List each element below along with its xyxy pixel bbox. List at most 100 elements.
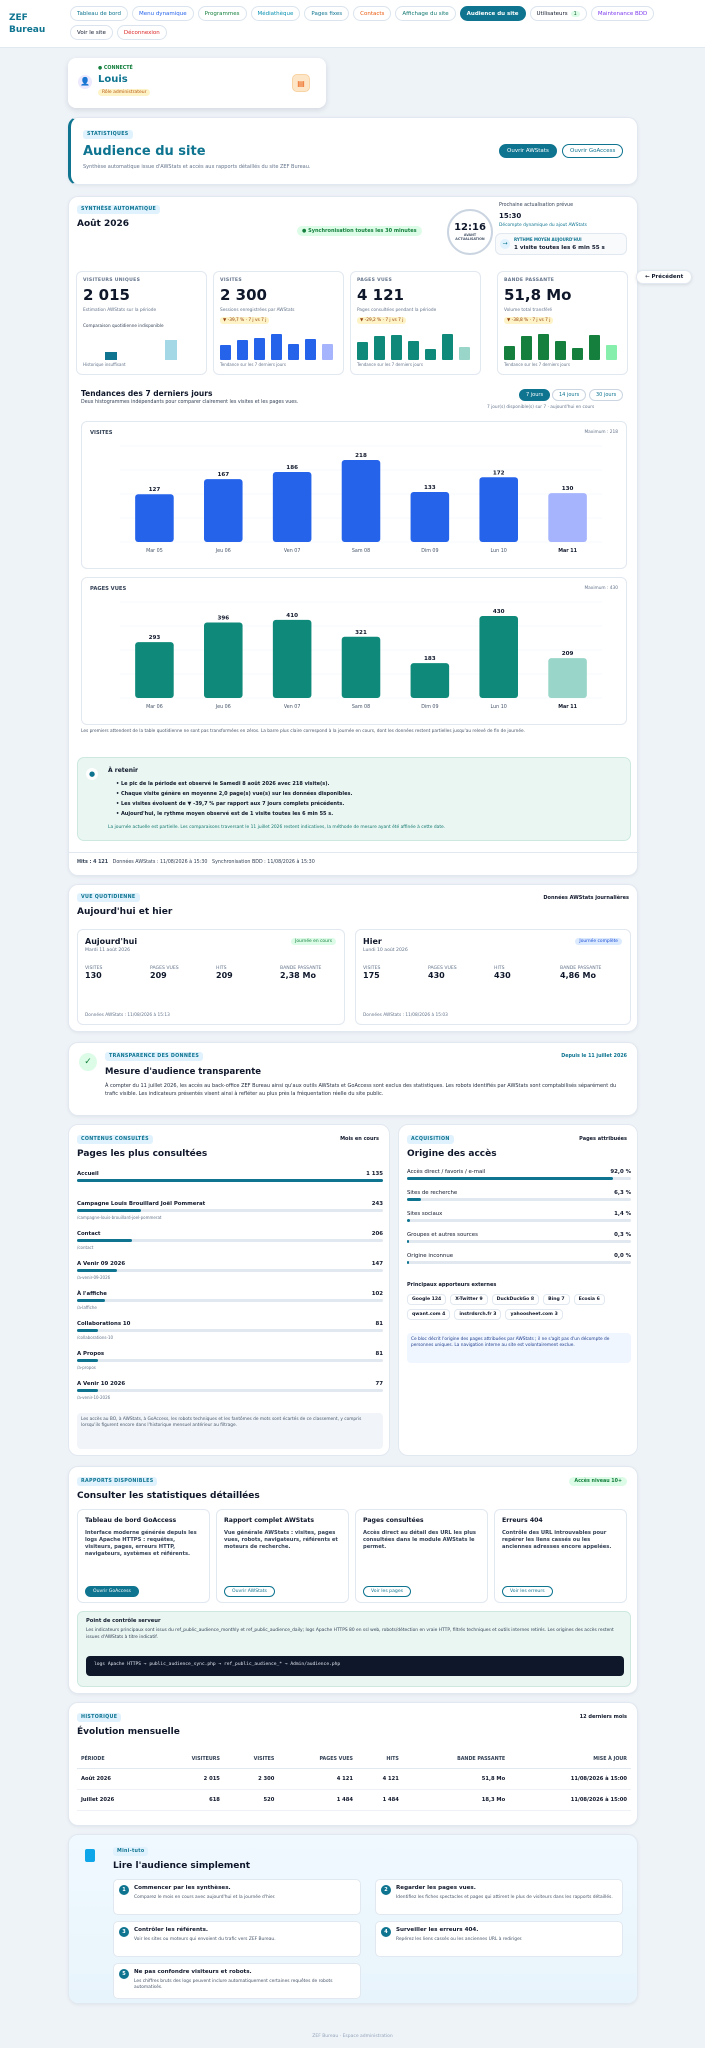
info-icon: ● (86, 768, 98, 780)
top-page-row[interactable]: Collaborations 10 81/collaborations-10 (77, 1321, 383, 1340)
history-panel: HISTORIQUE 12 derniers mois Évolution me… (68, 1702, 638, 1826)
nav-item[interactable]: Voir le site (70, 25, 113, 40)
next-update-sub: Décompte dynamique du ajout AWStats (499, 223, 587, 228)
history-cell: 618 (155, 1789, 224, 1811)
nav-item-label: Menu dynamique (138, 10, 187, 17)
top-page-row[interactable]: A Propos 81/a-propos (77, 1351, 383, 1370)
top-page-bar (77, 1359, 383, 1362)
nav-item[interactable]: Déconnexion (116, 25, 167, 40)
top-page-bar-fill (77, 1299, 105, 1302)
top-page-bar (77, 1269, 383, 1272)
top-page-bar-fill (77, 1389, 99, 1392)
sparkbar (237, 340, 248, 360)
nav-item[interactable]: Audience du site (459, 6, 526, 21)
origin-label: Accès direct / favoris / e-mail (407, 1169, 486, 1175)
origin-bar (407, 1261, 631, 1264)
nav-item[interactable]: Menu dynamique (131, 6, 194, 21)
referrer-chip: X-Twitter 9 (450, 1294, 488, 1305)
top-page-label: A Venir 09 2026 (77, 1261, 126, 1267)
top-page-url: /collaborations-10 (77, 1335, 114, 1340)
top-page-row[interactable]: A Venir 10 2026 77/a-venir-10-2026 (77, 1381, 383, 1400)
chart-category-label: Ven 07 (284, 548, 301, 554)
sparkbar (606, 345, 617, 360)
report-card: Erreurs 404 Contrôle des URL introuvables… (494, 1509, 627, 1603)
top-page-row[interactable]: Campagne Louis Brouillard Joël Pommerat 2… (77, 1201, 383, 1220)
open-goaccess-button[interactable]: Ouvrir GoAccess (562, 144, 624, 158)
brand-logo[interactable]: ZEF Bureau (9, 13, 46, 35)
report-card-title: Pages consultées (363, 1517, 424, 1524)
origin-label: Groupes et autres sources (407, 1232, 478, 1238)
chart-bar (272, 472, 312, 542)
report-card: Pages consultées Accès direct au détail d… (355, 1509, 488, 1603)
trends-footnote: Les premiers attendent de la table quoti… (81, 729, 526, 734)
origin-row: Accès direct / favoris / e-mail 92,0 % (407, 1169, 631, 1183)
history-cell: 2 300 (223, 1768, 279, 1790)
top-page-count: 206 (371, 1231, 383, 1237)
daily-kicker: VUE QUOTIDIENNE (77, 893, 140, 902)
chart-value-label: 127 (149, 487, 161, 493)
step-number: 1 (119, 1885, 129, 1895)
visitors-mini-bar (105, 352, 117, 360)
nav-item-label: Voir le site (77, 29, 106, 36)
chart-category-label: Ven 07 (284, 704, 301, 710)
tab-14-days[interactable]: 14 jours (552, 389, 587, 401)
top-page-bar-fill (77, 1329, 99, 1332)
chart-category-label: Mar 06 (146, 704, 163, 710)
top-page-count: 81 (375, 1351, 383, 1357)
nav-item[interactable]: Pages fixes (304, 6, 350, 21)
rhythm-box: → RYTHME MOYEN AUJOURD'HUI 1 visite tout… (495, 233, 627, 255)
top-page-label: Collaborations 10 (77, 1321, 131, 1327)
nav-item[interactable]: Tableau de bord (70, 6, 128, 21)
top-page-row[interactable]: A Venir 09 2026 147/a-venir-09-2026 (77, 1261, 383, 1280)
history-table: PÉRIODE VISITEURS VISITES PAGES VUES HITS BAN… (77, 1751, 631, 1811)
origin-value: 1,4 % (614, 1211, 631, 1217)
nav-item[interactable]: Utilisateurs 1 (529, 6, 587, 21)
history-header-cell: PAGES VUES (278, 1751, 357, 1769)
report-card-button[interactable]: Voir les erreurs (502, 1586, 553, 1597)
report-card-button[interactable]: Ouvrir AWStats (224, 1586, 275, 1597)
nav-item-label: Tableau de bord (77, 10, 121, 17)
nav-item[interactable]: Contacts (353, 6, 392, 21)
top-page-row[interactable]: Accueil 1 135 (77, 1171, 383, 1185)
chart-category-label: Mar 11 (558, 548, 577, 554)
open-awstats-button[interactable]: Ouvrir AWStats (499, 144, 557, 158)
nav-item[interactable]: Maintenance BDD (590, 6, 655, 21)
nav-item[interactable]: Médiathèque (250, 6, 301, 21)
tab-7-days[interactable]: 7 jours (519, 389, 551, 401)
user-menu-icon[interactable]: ▤ (292, 74, 310, 92)
previous-button[interactable]: ← Précédent (636, 270, 693, 284)
report-card-button[interactable]: Ouvrir GoAccess (85, 1586, 139, 1597)
transparency-title: Mesure d'audience transparente (105, 1067, 262, 1077)
kpi-visits: VISITES 2 300 Sessions enregistrées par … (213, 271, 344, 375)
next-update-time: 15:30 (499, 212, 522, 220)
nav-item[interactable]: Programmes (197, 6, 247, 21)
top-page-bar-fill (77, 1239, 133, 1242)
top-page-label: Campagne Louis Brouillard Joël Pommerat (77, 1201, 206, 1207)
step-number: 2 (381, 1885, 391, 1895)
chart-category-label: Sam 08 (352, 548, 370, 554)
report-card-button[interactable]: Voir les pages (363, 1586, 412, 1597)
chart-category-label: Lun 10 (491, 548, 507, 554)
sparkbar (538, 333, 549, 360)
origin-bar (407, 1240, 631, 1243)
nav-item[interactable]: Affichage du site (395, 6, 456, 21)
daily-right-label: Données AWStats journalières (543, 895, 629, 901)
top-page-row[interactable]: À l'affiche 102/a-laffiche (77, 1291, 383, 1310)
today-card: Aujourd'hui Mardi 11 août 2026 Journée e… (77, 929, 345, 1025)
top-page-row[interactable]: Contact 206/contact (77, 1231, 383, 1250)
footer-meta: Hits : 4 121 Données AWStats : 11/08/202… (77, 860, 315, 865)
sparkbar (504, 345, 515, 360)
top-navigation: ZEF Bureau Tableau de bord Menu dynamique P… (0, 0, 705, 48)
chart-category-label: Dim 09 (421, 548, 438, 554)
reports-title: Consulter les statistiques détaillées (77, 1491, 260, 1501)
tab-30-days[interactable]: 30 jours (589, 389, 624, 401)
origin-value: 0,3 % (614, 1232, 631, 1238)
chart-bar (341, 460, 381, 542)
top-page-url: /a-propos (77, 1365, 96, 1370)
pageviews-bar-chart: 293 Mar 06 396 Jeu 06 410 Ven 07 321 Sam 08 183 D… (120, 601, 602, 710)
next-update-label: Prochaine actualisation prévue (499, 203, 574, 208)
nav-count-badge: 1 (570, 10, 580, 17)
history-cell: 18,3 Mo (402, 1789, 510, 1811)
takeaway-item: • Les visites évoluent de ▼ -39,7 % par … (116, 801, 345, 807)
chart-category-label: Mar 11 (558, 704, 577, 710)
